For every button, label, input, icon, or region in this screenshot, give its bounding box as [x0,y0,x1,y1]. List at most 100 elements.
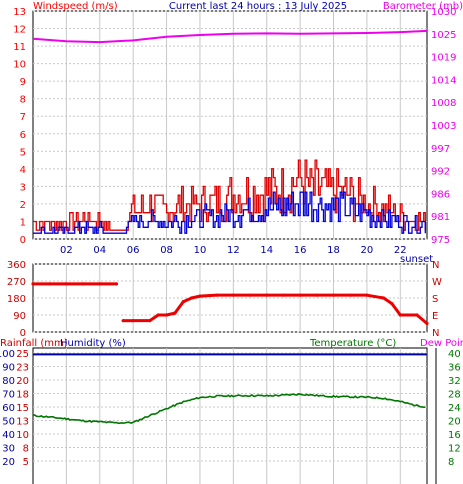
wind-tick-label: 9 [20,77,26,88]
rain-tick-label: 5 [23,457,29,468]
rain-tick-label: 25 [16,349,29,360]
wind-tick-label: 10 [13,60,26,71]
humidity-tick-label: 70 [2,390,15,401]
hour-tick-label: 04 [93,245,106,256]
humidity-tick-label: 100 [0,349,15,360]
hour-tick-label: 22 [394,245,407,256]
direction-point [425,321,429,326]
direction-segment [149,313,160,322]
wind-tick-label: 12 [13,25,26,36]
compass-tick-label: E [432,311,438,322]
humidity-tick-label: 20 [2,457,15,468]
wind-series [33,159,426,234]
rain-tick-label: 8 [23,444,29,455]
humidity-tick-label: 30 [2,444,15,455]
direction-segment [173,300,185,315]
wind-tick-label: 1 [20,217,26,228]
rain-tick-label: 13 [16,417,29,428]
baro-tick-label: 1014 [431,75,456,86]
hour-tick-label: 08 [160,245,173,256]
direction-tick-label: 360 [7,260,26,271]
rain-tick-label: 10 [16,430,29,441]
baro-tick-label: 986 [431,189,450,200]
wind-tick-label: 11 [13,42,26,53]
temp-tick-label: 20 [448,417,461,428]
baro-tick-label: 1008 [431,98,456,109]
temp-tick-label: 8 [448,457,454,468]
hour-tick-label: 10 [194,245,207,256]
direction-point [131,319,135,323]
direction-point [81,282,85,286]
humidity-tick-label: 90 [2,363,15,374]
baro-tick-label: 1025 [431,30,456,41]
direction-point [156,313,160,317]
humidity-header: Humidity (%) [60,338,126,349]
direction-segment [416,313,428,325]
rain-tick-label: 18 [16,390,29,401]
sunset-annotation: sunset [400,254,433,265]
direction-point [398,313,402,317]
baro-tick-label: 1019 [431,53,456,64]
baro-tick-label: 992 [431,167,450,178]
compass-tick-label: N [432,328,439,339]
direction-point [198,294,202,298]
baro-tick-label: 1003 [431,121,456,132]
direction-segment [390,302,402,316]
direction-point [331,293,336,297]
direction-segment [382,296,393,305]
barometer-header: Barometer (mb) [383,1,463,12]
baro-tick-label: 981 [431,212,450,223]
direction-point [215,293,219,297]
wind-tick-label: 7 [20,112,26,123]
wind-tick-label: 0 [20,235,26,246]
direction-tick-label: 180 [7,294,26,305]
direction-point [365,293,369,297]
direction-segment [199,293,217,298]
direction-point [31,282,35,286]
rainfall-header: Rainfall (mm) [0,338,68,349]
temp-tick-label: 36 [448,363,461,374]
temp-tick-label: 12 [448,444,461,455]
temp-tick-label: 28 [448,390,461,401]
direction-point [181,300,185,304]
humidity-tick-label: 60 [2,403,15,414]
barometer-series [32,29,428,44]
direction-point [231,293,235,297]
barometer-line [32,29,428,44]
direction-point [114,282,119,286]
direction-point [98,282,102,286]
humidity-tick-label: 50 [2,417,15,428]
rain-tick-label: 15 [16,403,29,414]
chart-title: Current last 24 hours : 13 July 2025 [169,1,347,12]
direction-tick-label: 270 [7,277,26,288]
temperature-line [32,393,426,425]
compass-tick-label: N [432,260,439,271]
temp-panel-frame [32,347,428,484]
temp-tick-label: 16 [448,430,461,441]
direction-point [190,296,194,300]
baro-tick-label: 1030 [431,7,456,18]
hour-tick-label: 06 [127,245,140,256]
direction-point [173,311,177,315]
direction-point [164,313,169,317]
wind-tick-label: 4 [20,165,26,176]
direction-point [315,293,319,297]
hour-tick-label: 20 [361,245,374,256]
grid-lines [33,10,427,484]
temp-tick-label: 40 [448,349,461,360]
wind-tick-label: 8 [20,95,26,106]
hour-tick-label: 12 [227,245,240,256]
baro-tick-label: 975 [431,235,450,246]
direction-tick-label: 0 [20,328,26,339]
compass-tick-label: W [432,277,442,288]
wind-tick-label: 13 [13,7,26,18]
direction-point [415,313,419,317]
avg-wind-line [33,191,426,234]
hour-tick-label: 18 [327,245,340,256]
direction-point [48,282,52,286]
humidity-tick-label: 80 [2,376,15,387]
direction-point [265,293,269,297]
direction-segment [366,293,384,300]
temp-tick-label: 24 [448,403,461,414]
